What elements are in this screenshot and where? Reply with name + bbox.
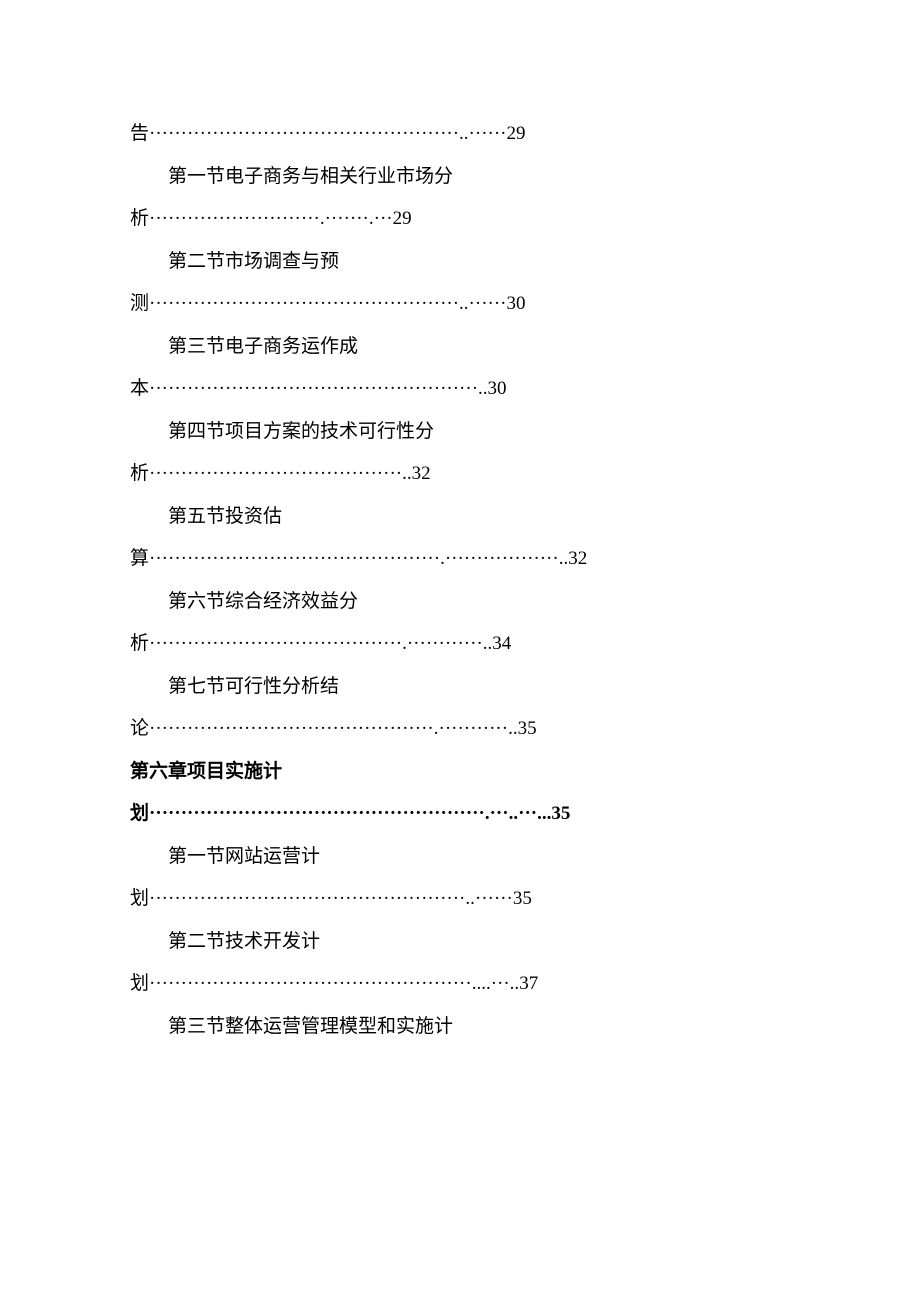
chapter-title: 第六章项目实施计 [130, 761, 282, 782]
toc-continuation-line: 本·······································… [130, 375, 790, 404]
toc-continuation-line: 测·······································… [130, 290, 790, 319]
section-title: 第三节电子商务运作成 [168, 336, 358, 357]
toc-continuation-line: 告·······································… [130, 120, 790, 149]
leader-dots: ········································… [149, 718, 518, 739]
section-title: 第二节技术开发计 [168, 931, 320, 952]
leader-dots: ········································… [149, 378, 488, 399]
continuation-char: 本 [130, 378, 149, 399]
leader-dots: ········································… [149, 973, 519, 994]
toc-continuation-line: 划·······································… [130, 885, 790, 914]
continuation-char: 论 [130, 718, 149, 739]
continuation-char: 划 [130, 803, 149, 824]
leader-dots: ········································… [149, 123, 507, 144]
toc-continuation-line: 划·······································… [130, 800, 790, 829]
leader-dots: ········································… [149, 293, 507, 314]
toc-container: 告·······································… [130, 120, 790, 1041]
section-title: 第一节网站运营计 [168, 846, 320, 867]
page-number: 30 [507, 293, 526, 314]
section-title: 第六节综合经济效益分 [168, 591, 358, 612]
page-number: 30 [488, 378, 507, 399]
toc-continuation-line: 论·······································… [130, 715, 790, 744]
continuation-char: 告 [130, 123, 149, 144]
section-title: 第七节可行性分析结 [168, 676, 339, 697]
continuation-char: 划 [130, 973, 149, 994]
continuation-char: 测 [130, 293, 149, 314]
page-number: 35 [551, 803, 570, 824]
leader-dots: ········································… [149, 633, 492, 654]
continuation-char: 析 [130, 208, 149, 229]
leader-dots: ········································… [149, 548, 568, 569]
leader-dots: ········································… [149, 888, 513, 909]
toc-title-line: 第二节技术开发计 [130, 928, 790, 957]
toc-title-line: 第三节整体运营管理模型和实施计 [130, 1013, 790, 1042]
toc-continuation-line: 析·······································… [130, 630, 790, 659]
leader-dots: ········································… [149, 463, 412, 484]
leader-dots: ···························.·······.··· [149, 208, 393, 229]
section-title: 第四节项目方案的技术可行性分 [168, 421, 434, 442]
toc-continuation-line: 划·······································… [130, 970, 790, 999]
page-number: 37 [519, 973, 538, 994]
page-number: 35 [513, 888, 532, 909]
section-title: 第三节整体运营管理模型和实施计 [168, 1016, 453, 1037]
toc-title-line: 第四节项目方案的技术可行性分 [130, 418, 790, 447]
toc-continuation-line: 算·······································… [130, 545, 790, 574]
page-number: 29 [507, 123, 526, 144]
page-number: 32 [412, 463, 431, 484]
toc-title-line: 第七节可行性分析结 [130, 673, 790, 702]
toc-title-line: 第五节投资估 [130, 503, 790, 532]
toc-title-line: 第一节电子商务与相关行业市场分 [130, 163, 790, 192]
toc-continuation-line: 析···························.·······.···… [130, 205, 790, 234]
page-number: 32 [568, 548, 587, 569]
section-title: 第二节市场调查与预 [168, 251, 339, 272]
page-number: 34 [492, 633, 511, 654]
section-title: 第五节投资估 [168, 506, 282, 527]
toc-title-line: 第三节电子商务运作成 [130, 333, 790, 362]
page-number: 35 [518, 718, 537, 739]
continuation-char: 划 [130, 888, 149, 909]
toc-title-line: 第六节综合经济效益分 [130, 588, 790, 617]
toc-chapter-title: 第六章项目实施计 [130, 758, 790, 787]
leader-dots: ········································… [149, 803, 551, 824]
continuation-char: 析 [130, 633, 149, 654]
toc-title-line: 第一节网站运营计 [130, 843, 790, 872]
page-number: 29 [393, 208, 412, 229]
section-title: 第一节电子商务与相关行业市场分 [168, 166, 453, 187]
toc-title-line: 第二节市场调查与预 [130, 248, 790, 277]
continuation-char: 算 [130, 548, 149, 569]
continuation-char: 析 [130, 463, 149, 484]
toc-continuation-line: 析·······································… [130, 460, 790, 489]
